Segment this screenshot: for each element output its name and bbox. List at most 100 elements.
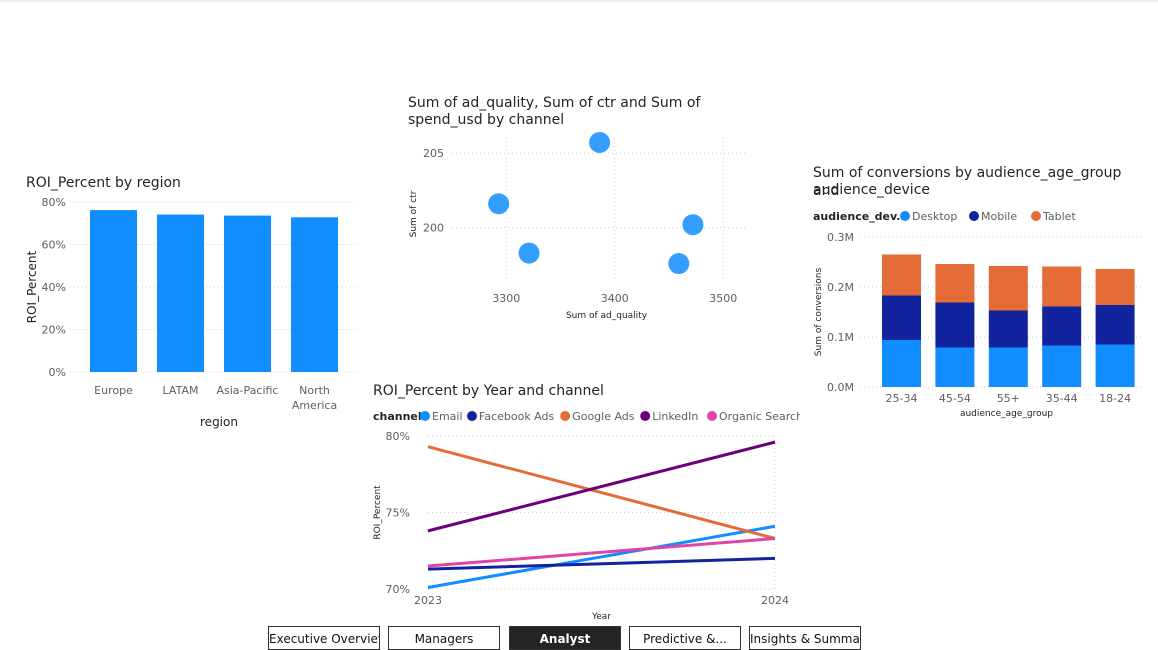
x-tick-label: Asia-Pacific [217,384,279,397]
x-tick-label: 2024 [761,594,789,607]
y-tick-label: 60% [42,239,66,252]
x-axis-title: Sum of ad_quality [566,311,648,321]
bar-segment [882,340,921,387]
x-axis-title: region [200,415,238,429]
roi-by-region-visual[interactable]: ROI_Percent by region 0% 20% 40% 60% 80% Euro… [20,170,365,435]
legend-marker [420,411,430,421]
bar-segment [1042,306,1082,346]
x-tick-label: 3500 [709,292,737,305]
x-tick-label: LATAM [163,384,199,397]
bar [90,210,137,372]
y-tick-label: 0.2M [827,281,854,294]
legend-item: LinkedIn [652,410,698,423]
y-tick-label: 80% [42,196,66,209]
y-tick-label: 40% [42,281,66,294]
legend-marker [707,411,717,421]
series-line [427,537,776,568]
x-axis-title: audience_age_group [960,409,1053,419]
tab-analyst[interactable]: Analyst [509,626,621,650]
x-tick-label: 18-24 [1099,392,1131,405]
y-axis-title: Sum of conversions [814,268,824,357]
page-tabs: Executive Overview Managers Analyst Pred… [0,626,1158,650]
x-tick-label: North [299,384,330,397]
series-line [427,445,776,540]
legend-item: Desktop [912,210,957,223]
legend-marker [900,211,910,221]
legend-item: Tablet [1042,210,1076,223]
tab-managers[interactable]: Managers [388,626,500,650]
y-axis-title: Sum of ctr [409,190,419,237]
x-tick-label: 25-34 [886,392,918,405]
legend-marker [640,411,651,421]
x-tick-label: 3400 [601,292,629,305]
x-tick-label: 2023 [414,594,442,607]
y-tick-label: 0.3M [827,231,854,244]
y-tick-label: 0.1M [827,331,854,344]
x-tick-label: 3300 [492,292,520,305]
x-tick-label: America [292,399,337,412]
legend-title: channel [373,410,422,423]
bar-segment [1042,345,1082,387]
legend-marker [467,411,477,421]
y-tick-label: 75% [386,507,410,520]
legend-item: Email [432,410,463,423]
scatter-point [668,253,690,275]
legend-marker [560,411,571,421]
scatter-point [589,131,611,153]
series-line [427,556,776,571]
x-tick-label: Europe [94,384,133,397]
x-tick-label: 35-44 [1046,392,1078,405]
y-tick-label: 0.0M [827,381,854,394]
legend-item: Facebook Ads [479,410,554,423]
visual-title-line2: spend_usd by channel [408,112,565,128]
series-line [427,440,776,533]
visual-title: ROI_Percent by Year and channel [373,383,604,399]
y-tick-label: 205 [423,147,444,160]
scatter-visual[interactable]: Sum of ad_quality, Sum of ctr and Sum of… [400,90,770,330]
scatter-point [682,214,704,236]
tab-executive-overview[interactable]: Executive Overview [268,626,380,650]
bar-segment [988,310,1028,348]
x-tick-label: 45-54 [939,392,971,405]
bar [157,214,204,372]
roi-by-year-chart: channel Email Facebook Ads Google Ads Linked… [373,410,800,622]
legend-title: audience_dev... [813,210,909,223]
legend-item: Organic Search [719,410,800,423]
x-axis-title: Year [591,612,611,622]
bar-segment [935,347,975,387]
visual-title: ROI_Percent by region [26,175,181,191]
scatter-point [488,193,510,215]
bar-segment [882,295,921,340]
bar-segment [935,264,975,303]
visual-title-line1: Sum of ad_quality, Sum of ctr and Sum of [408,95,701,111]
scatter-point [518,242,540,264]
series-line [427,524,776,589]
x-tick-label: 55+ [997,392,1020,405]
roi-by-region-chart: 0% 20% 40% 60% 80% Europe LATAM Asia-Pacific Nor… [25,196,358,429]
y-axis-title: ROI_Percent [373,485,383,540]
visual-title-line1: Sum of conversions by audience_age_group… [813,165,1122,199]
legend-item: Google Ads [572,410,635,423]
bar-segment [935,302,975,348]
top-divider [0,0,1158,2]
bar-segment [882,254,921,296]
bar [291,217,338,372]
y-tick-label: 0% [49,366,66,379]
conversions-chart: audience_dev... Desktop Mobile Tablet 0.0M 0.… [813,210,1143,419]
bar [224,215,271,372]
legend-marker [1031,211,1041,221]
legend-item: Mobile [981,210,1017,223]
visual-title-line2: audience_device [813,182,931,198]
y-tick-label: 20% [42,324,66,337]
roi-by-year-visual[interactable]: ROI_Percent by Year and channel channel E… [365,378,800,626]
tab-insights-summary[interactable]: Insights & Summary [749,626,861,650]
bar-segment [1095,269,1135,305]
scatter-chart: 3300 3400 3500 200 205 Sum of ad_quality Sum o… [409,131,745,321]
bar-segment [1095,305,1135,345]
tab-predictive[interactable]: Predictive &... [629,626,741,650]
y-tick-label: 70% [386,583,410,596]
bar-segment [988,347,1028,387]
bar-segment [988,266,1028,311]
y-tick-label: 200 [423,222,444,235]
conversions-visual[interactable]: Sum of conversions by audience_age_group… [805,160,1150,425]
